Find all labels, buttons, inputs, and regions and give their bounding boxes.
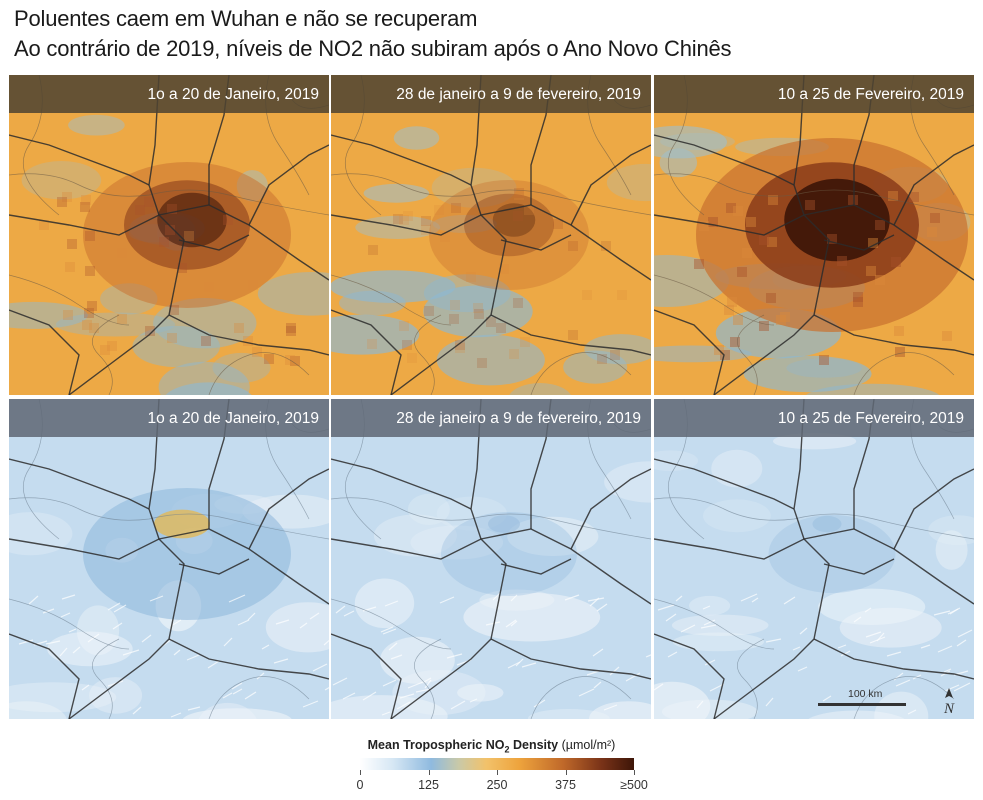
- legend-tick-label: 250: [486, 778, 508, 792]
- legend-ticks: [360, 770, 635, 776]
- north-arrow-icon: N: [943, 688, 955, 715]
- panel-date-label: 28 de janeiro a 9 de fevereiro, 2019: [331, 75, 651, 113]
- map-panel: 10 a 25 de Fevereiro, 2019: [654, 399, 974, 719]
- panel-date-label: 1o a 20 de Janeiro, 2019: [9, 75, 329, 113]
- color-scale-bar: [360, 758, 634, 770]
- legend-title: Mean Tropospheric NO2 Density (µmol/m²): [367, 738, 616, 755]
- no2-map: [331, 399, 651, 719]
- legend-tick: [565, 770, 567, 775]
- legend-tick-label: ≥500: [620, 778, 648, 792]
- chart-title: Poluentes caem em Wuhan e não se recuper…: [14, 6, 478, 31]
- chart-subtitle: Ao contrário de 2019, níveis de NO2 não …: [14, 36, 732, 61]
- panel-date-label: 10 a 25 de Fevereiro, 2019: [654, 399, 974, 437]
- scale-bar-line: [818, 703, 906, 706]
- legend-tick: [428, 770, 430, 775]
- legend-tick-label: 375: [555, 778, 576, 792]
- map-panel: 28 de janeiro a 9 de fevereiro, 2019: [331, 75, 651, 395]
- legend-tick-label: 125: [418, 778, 439, 792]
- map-panel: 28 de janeiro a 9 de fevereiro, 2019: [331, 399, 651, 719]
- legend-tick: [634, 770, 635, 775]
- legend-tick: [497, 770, 498, 775]
- panel-date-label: 1o a 20 de Janeiro, 2019: [9, 399, 329, 437]
- panel-date-label: 28 de janeiro a 9 de fevereiro, 2019: [331, 399, 651, 437]
- scale-bar-label: 100 km: [848, 688, 883, 700]
- no2-map: [654, 75, 974, 395]
- scale-bar: 100 km N: [818, 687, 968, 715]
- legend-tick-label: 0: [356, 778, 364, 792]
- legend-tick: [360, 770, 361, 775]
- no2-map: [654, 399, 974, 719]
- no2-map: [9, 75, 329, 395]
- panel-date-label: 10 a 25 de Fevereiro, 2019: [654, 75, 974, 113]
- map-panel: 1o a 20 de Janeiro, 2019: [9, 399, 329, 719]
- north-label: N: [943, 701, 955, 715]
- map-panel: 10 a 25 de Fevereiro, 2019: [654, 75, 974, 395]
- map-panel: 1o a 20 de Janeiro, 2019: [9, 75, 329, 395]
- no2-map: [331, 75, 651, 395]
- no2-map: [9, 399, 329, 719]
